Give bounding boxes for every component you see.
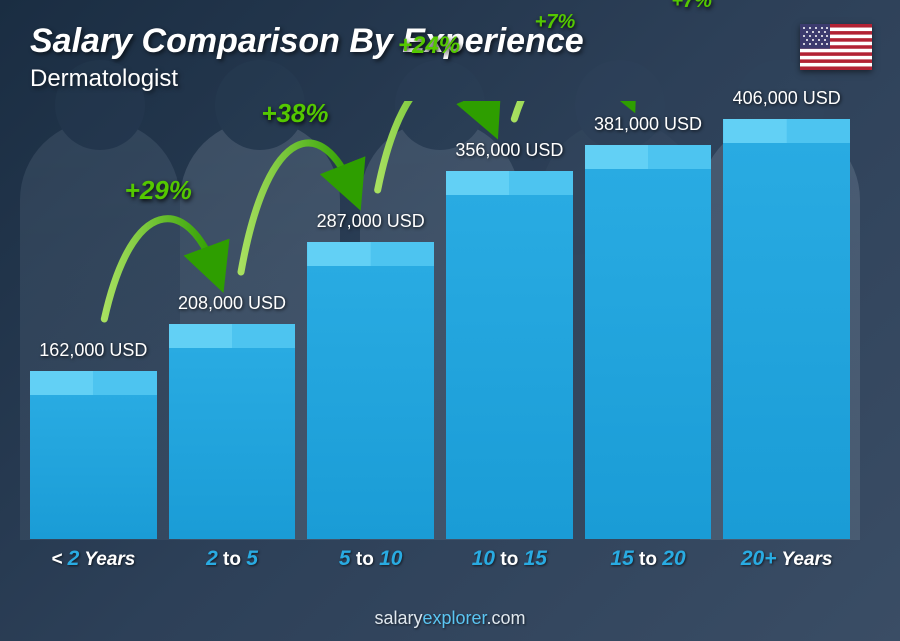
brand-domain: explorer bbox=[422, 608, 486, 628]
chart-title: Salary Comparison By Experience bbox=[30, 22, 584, 61]
pct-change-label: +29% bbox=[125, 175, 192, 206]
bar-value-label: 381,000 USD bbox=[594, 114, 702, 135]
category-label: < 2 Years bbox=[51, 547, 135, 571]
bar bbox=[307, 242, 434, 539]
bar-value-label: 356,000 USD bbox=[455, 140, 563, 161]
bar-col: 356,000 USD 10 to 15 bbox=[446, 140, 573, 571]
bar bbox=[446, 171, 573, 539]
brand-prefix: salary bbox=[374, 608, 422, 628]
header: Salary Comparison By Experience Dermatol… bbox=[30, 22, 584, 93]
bar bbox=[723, 119, 850, 539]
category-label: 20+ Years bbox=[741, 547, 833, 571]
bar-col: 381,000 USD 15 to 20 bbox=[585, 114, 712, 571]
bar-col: 406,000 USD 20+ Years bbox=[723, 88, 850, 571]
flag-icon bbox=[800, 24, 872, 70]
pct-change-label: +7% bbox=[671, 0, 712, 13]
brand-suffix: .com bbox=[487, 608, 526, 628]
footer-brand: salaryexplorer.com bbox=[0, 608, 900, 629]
bar-value-label: 287,000 USD bbox=[317, 211, 425, 232]
bar-value-label: 162,000 USD bbox=[39, 340, 147, 361]
pct-change-label: +7% bbox=[535, 11, 576, 34]
bar-value-label: 406,000 USD bbox=[733, 88, 841, 109]
pct-change-label: +38% bbox=[261, 98, 328, 129]
bar-value-label: 208,000 USD bbox=[178, 293, 286, 314]
bar-col: 162,000 USD < 2 Years bbox=[30, 340, 157, 571]
category-label: 15 to 20 bbox=[610, 547, 685, 571]
bar-col: 208,000 USD 2 to 5 bbox=[169, 293, 296, 571]
chart-subtitle: Dermatologist bbox=[30, 65, 584, 93]
bar-col: 287,000 USD 5 to 10 bbox=[307, 211, 434, 571]
pct-change-label: +24% bbox=[398, 32, 460, 60]
category-label: 2 to 5 bbox=[206, 547, 258, 571]
bar bbox=[585, 145, 712, 539]
bar bbox=[30, 371, 157, 539]
category-label: 10 to 15 bbox=[472, 547, 547, 571]
category-label: 5 to 10 bbox=[339, 547, 403, 571]
bar-chart: 162,000 USD < 2 Years 208,000 USD 2 to 5 287… bbox=[30, 101, 850, 571]
bar bbox=[169, 324, 296, 539]
